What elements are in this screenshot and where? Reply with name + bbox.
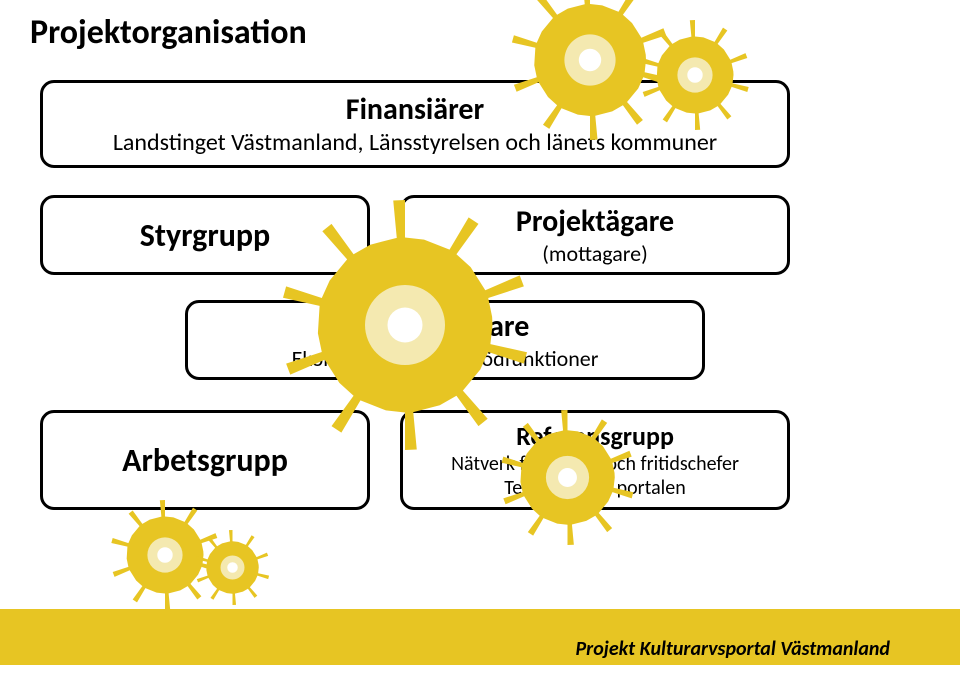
page-title: Projektorganisation (30, 12, 307, 53)
gear-icon (110, 500, 220, 610)
box-projektledare-heading: Projektledare (361, 308, 530, 345)
box-finansiarer-heading: Finansiärer (346, 91, 484, 128)
box-projektledare: Projektledare Ekonom och övriga stödfunk… (185, 300, 705, 380)
box-finansiarer-sub: Landstinget Västmanland, Länsstyrelsen o… (113, 128, 717, 157)
slide-root: Projektorganisation Finansiärer Landstin… (0, 0, 960, 691)
box-finansiarer: Finansiärer Landstinget Västmanland, Län… (40, 80, 790, 168)
box-arbetsgrupp-heading: Arbetsgrupp (122, 441, 288, 480)
box-referensgrupp-sub1: Nätverk för kultur‑ och fritidschefer (451, 452, 739, 476)
box-styrgrupp: Styrgrupp (40, 195, 370, 275)
gear-icon (195, 530, 270, 605)
box-projektagare-heading: Projektägare (516, 203, 674, 240)
footer-caption: Projekt Kulturarvsportal Västmanland (576, 637, 890, 661)
box-projektagare-sub: (mottagare) (542, 240, 648, 267)
box-referensgrupp-sub2: Testgrupp för portalen (504, 476, 685, 500)
box-arbetsgrupp: Arbetsgrupp (40, 410, 370, 510)
box-referensgrupp-heading: Referensgrupp (516, 420, 674, 452)
box-projektledare-sub: Ekonom och övriga stödfunktioner (292, 345, 599, 372)
box-styrgrupp-heading: Styrgrupp (140, 216, 270, 255)
box-referensgrupp: Referensgrupp Nätverk för kultur‑ och fr… (400, 410, 790, 510)
box-projektagare: Projektägare (mottagare) (400, 195, 790, 275)
